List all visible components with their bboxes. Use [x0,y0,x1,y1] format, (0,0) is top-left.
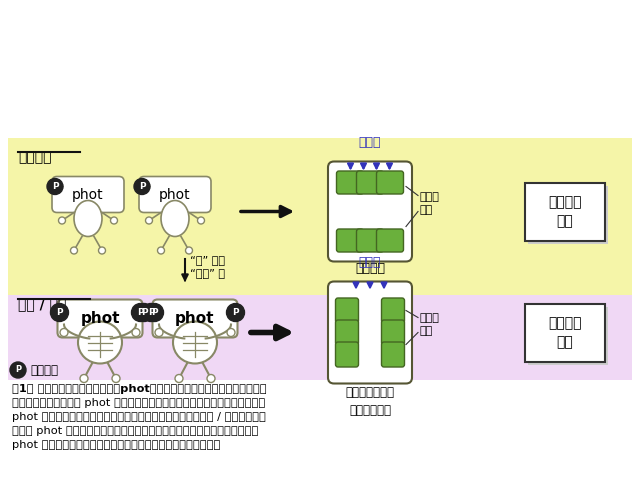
Circle shape [142,303,160,322]
FancyBboxPatch shape [328,161,412,262]
Circle shape [70,247,77,254]
Ellipse shape [78,322,122,363]
Text: phot が葉緑体を光照射面に集める作用をもつ。一方、低温下 / 強光下では、: phot が葉緑体を光照射面に集める作用をもつ。一方、低温下 / 強光下では、 [12,412,266,422]
FancyBboxPatch shape [139,177,211,213]
Bar [8,295,632,380]
FancyBboxPatch shape [335,320,358,345]
Circle shape [227,328,235,336]
FancyBboxPatch shape [356,171,383,194]
FancyBboxPatch shape [152,300,237,337]
FancyBboxPatch shape [335,342,358,367]
Text: P: P [56,308,63,317]
Text: P: P [52,182,58,191]
Text: 集合反応: 集合反応 [355,262,385,275]
Text: P: P [151,308,158,317]
FancyBboxPatch shape [337,229,364,252]
Text: 青色光: 青色光 [359,136,381,149]
Text: phot: phot [175,311,215,326]
FancyBboxPatch shape [356,229,383,252]
Text: P: P [137,308,144,317]
Circle shape [131,303,150,322]
Circle shape [186,247,193,254]
Text: 異なる phot 分子間でリン酸化が行われる「分子間自己リン酸化」も生じ、: 異なる phot 分子間でリン酸化が行われる「分子間自己リン酸化」も生じ、 [12,426,259,436]
Text: 光合成の
促進: 光合成の 促進 [548,195,582,228]
Text: 光阻害の
軽減: 光阻害の 軽減 [548,316,582,349]
Ellipse shape [74,201,102,237]
Circle shape [58,217,65,224]
FancyBboxPatch shape [381,342,404,367]
Text: 常温弱光: 常温弱光 [18,150,51,164]
Circle shape [207,374,215,383]
Circle shape [135,303,153,322]
Ellipse shape [161,201,189,237]
Circle shape [198,217,205,224]
Text: 葉緑体
細胞: 葉緑体 細胞 [420,313,440,336]
Ellipse shape [173,322,217,363]
FancyBboxPatch shape [381,298,404,323]
FancyBboxPatch shape [328,281,412,384]
Circle shape [99,247,106,254]
Text: 葉緑体
細胞: 葉緑体 細胞 [420,192,440,215]
Circle shape [175,374,183,383]
Circle shape [227,303,244,322]
Text: “個” から
“集団” へ: “個” から “集団” へ [190,255,225,278]
Circle shape [47,179,63,194]
Text: P: P [139,182,145,191]
Circle shape [132,328,140,336]
Circle shape [60,328,68,336]
FancyBboxPatch shape [58,300,143,337]
Text: P: P [148,308,154,317]
Text: P: P [141,308,147,317]
Circle shape [145,217,152,224]
Text: phot: phot [80,311,120,326]
Circle shape [51,303,68,322]
Text: 青色光: 青色光 [359,255,381,268]
Circle shape [112,374,120,383]
Text: phot が葉緑体を光照射面から逃す作用をもつことが示された。: phot が葉緑体を光照射面から逃す作用をもつことが示された。 [12,440,220,450]
FancyBboxPatch shape [376,229,403,252]
Text: P: P [15,365,21,374]
FancyBboxPatch shape [376,171,403,194]
Circle shape [111,217,118,224]
Text: 図1． ゼニゴケの青色光受容体（phot）のリン酸化様式と葉緑体定位運動。: 図1． ゼニゴケの青色光受容体（phot）のリン酸化様式と葉緑体定位運動。 [12,384,267,394]
Text: phot: phot [72,188,104,202]
Text: phot: phot [159,188,191,202]
FancyBboxPatch shape [335,298,358,323]
FancyBboxPatch shape [337,171,364,194]
FancyBboxPatch shape [381,320,404,345]
FancyBboxPatch shape [528,185,608,243]
Circle shape [145,303,163,322]
Text: 常温弱光下では、同一 phot 分子間で行われる「シス自己リン酸化」により、: 常温弱光下では、同一 phot 分子間で行われる「シス自己リン酸化」により、 [12,398,265,408]
Circle shape [157,247,164,254]
Circle shape [10,362,26,378]
FancyBboxPatch shape [525,303,605,361]
Text: 寒冷逃避反応・
強光逃避反応: 寒冷逃避反応・ 強光逃避反応 [346,386,394,417]
Text: P: P [232,308,239,317]
Text: リン酸基: リン酸基 [30,363,58,376]
FancyBboxPatch shape [528,307,608,364]
Circle shape [80,374,88,383]
Bar [8,138,632,295]
FancyBboxPatch shape [52,177,124,213]
Circle shape [155,328,163,336]
Circle shape [134,179,150,194]
FancyBboxPatch shape [525,182,605,240]
Text: 低温 / 強光: 低温 / 強光 [18,297,67,311]
